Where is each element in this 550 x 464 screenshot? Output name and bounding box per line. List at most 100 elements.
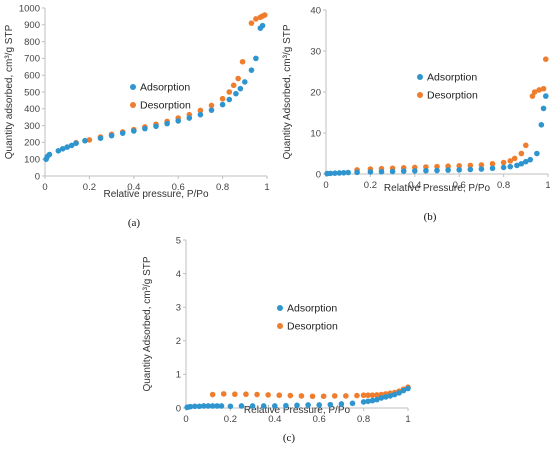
y-tick-label: 0 xyxy=(176,403,181,414)
y-tick-label: 900 xyxy=(24,20,40,31)
desorption-point xyxy=(209,391,216,398)
adsorption-point xyxy=(175,118,181,124)
adsorption-point xyxy=(540,105,547,112)
adsorption-point xyxy=(205,403,211,409)
adsorption-point xyxy=(456,167,463,173)
desorption-point xyxy=(248,20,255,26)
y-tick-label: 5 xyxy=(176,235,181,246)
adsorption-point xyxy=(412,168,418,174)
legend-label-adsorption: Adsorption xyxy=(427,72,477,84)
adsorption-point xyxy=(527,156,534,163)
x-tick-label: 0.8 xyxy=(497,180,510,191)
adsorption-point xyxy=(365,398,371,405)
desorption-point xyxy=(518,150,525,157)
desorption-point xyxy=(456,163,463,169)
adsorption-point xyxy=(294,402,300,409)
adsorption-point xyxy=(238,403,245,409)
y-tick-label: 20 xyxy=(310,87,321,98)
desorption-point xyxy=(331,393,338,399)
desorption-point xyxy=(523,142,529,149)
desorption-point xyxy=(239,58,246,65)
adsorption-point xyxy=(378,395,385,401)
desorption-point xyxy=(219,95,226,102)
x-tick-label: 0.2 xyxy=(364,180,377,191)
adsorption-point xyxy=(354,169,360,176)
adsorption-point xyxy=(233,90,239,97)
desorption-point xyxy=(86,137,93,143)
desorption-point xyxy=(265,392,271,398)
desorption-point xyxy=(354,392,360,399)
y-tick-label: 200 xyxy=(24,138,40,149)
y-tick-label: 4 xyxy=(176,269,181,280)
adsorption-point xyxy=(500,164,507,171)
adsorption-point xyxy=(340,169,347,176)
adsorption-point xyxy=(423,167,429,174)
desorption-point xyxy=(542,56,549,62)
x-axis-title: Relative Pressure, P/Po xyxy=(244,405,351,416)
x-axis-title: Relative Pressure, P/Po xyxy=(384,183,491,194)
legend-marker-desorption xyxy=(277,323,283,329)
adsorption-point xyxy=(208,107,215,113)
adsorption-point xyxy=(55,148,62,154)
y-tick-label: 700 xyxy=(24,54,40,65)
x-axis-title: Relative pressure, P/Po xyxy=(103,189,208,200)
desorption-point xyxy=(287,392,294,399)
adsorption-point xyxy=(360,399,367,405)
legend-label-desorption: Desorption xyxy=(140,100,191,112)
adsorption-point xyxy=(434,167,440,174)
adsorption-point xyxy=(218,403,225,409)
adsorption-point xyxy=(186,115,193,121)
adsorption-point xyxy=(73,140,79,147)
desorption-point xyxy=(478,162,485,168)
adsorption-point xyxy=(82,137,88,144)
adsorption-point xyxy=(542,93,549,99)
adsorption-point xyxy=(187,403,194,410)
y-tick-label: 0 xyxy=(35,171,40,182)
y-axis-title: Quantity adsorbed, cm³/g STP xyxy=(4,24,15,159)
adsorption-point xyxy=(523,158,529,165)
adsorption-point xyxy=(68,142,75,149)
y-tick-label: 0 xyxy=(316,169,321,180)
desorption-point xyxy=(298,393,305,399)
adsorption-point xyxy=(131,128,137,134)
desorption-point xyxy=(489,160,496,167)
adsorption-point xyxy=(248,67,255,73)
adsorption-point xyxy=(405,385,411,392)
desorption-point xyxy=(511,155,518,162)
adsorption-point xyxy=(507,163,514,170)
desorption-point xyxy=(374,392,380,398)
adsorption-point xyxy=(332,170,338,176)
legend-label-adsorption: Adsorption xyxy=(287,303,337,315)
y-tick-label: 30 xyxy=(310,46,321,57)
adsorption-point xyxy=(142,125,148,132)
y-tick-label: 1 xyxy=(176,370,181,381)
adsorption-point xyxy=(387,393,394,399)
adsorption-point xyxy=(249,403,256,409)
x-tick-label: 1 xyxy=(264,182,269,193)
adsorption-point xyxy=(378,168,385,175)
x-tick-label: 0.4 xyxy=(127,182,140,193)
adsorption-point xyxy=(226,96,233,103)
x-tick-label: 1 xyxy=(545,180,550,191)
desorption-point xyxy=(208,102,215,109)
adsorption-point xyxy=(374,396,380,403)
adsorption-point xyxy=(59,145,66,152)
desorption-point xyxy=(309,393,316,400)
legend-marker-desorption xyxy=(417,92,423,98)
x-tick-label: 0.8 xyxy=(216,182,229,193)
desorption-point xyxy=(254,391,260,398)
x-tick-label: 0 xyxy=(183,414,188,425)
adsorption-point xyxy=(478,166,485,172)
y-tick-label: 1000 xyxy=(19,3,40,14)
adsorption-point xyxy=(489,165,496,172)
desorption-point xyxy=(536,87,542,93)
desorption-point xyxy=(540,85,547,92)
desorption-point xyxy=(507,158,514,164)
y-tick-label: 40 xyxy=(310,5,321,16)
y-tick-label: 600 xyxy=(24,71,40,82)
adsorption-point xyxy=(283,402,289,409)
desorption-point xyxy=(261,12,268,18)
adsorption-point xyxy=(383,394,389,400)
adsorption-point xyxy=(534,150,540,157)
adsorption-point xyxy=(197,111,204,118)
